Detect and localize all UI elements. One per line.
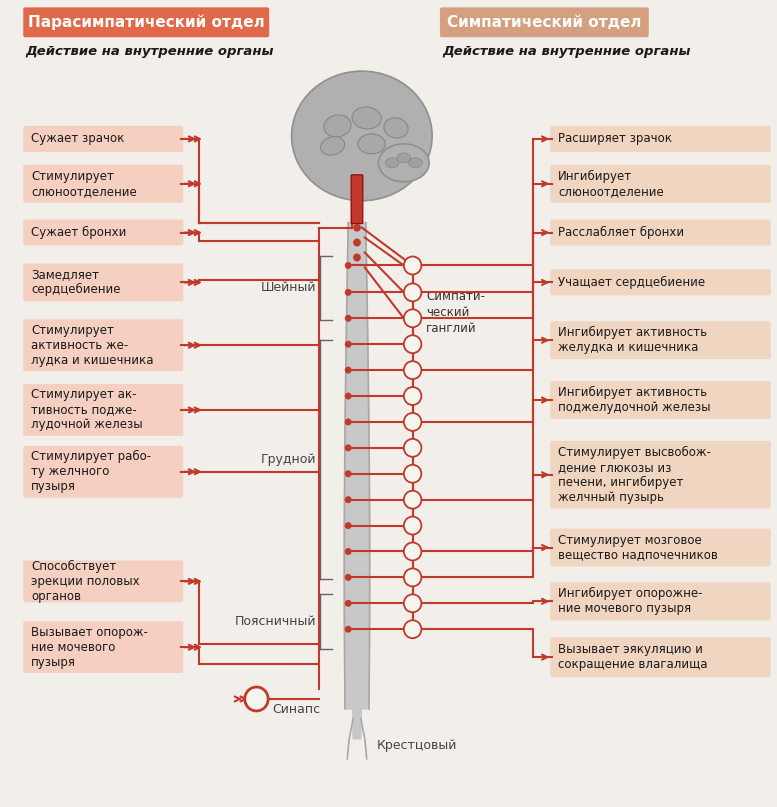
Circle shape (404, 516, 421, 534)
Circle shape (404, 542, 421, 560)
Text: Крестцовый: Крестцовый (377, 739, 457, 752)
Circle shape (404, 621, 421, 638)
Text: Стимулирует
активность же-
лудка и кишечника: Стимулирует активность же- лудка и кишеч… (31, 324, 154, 366)
Text: Стимулирует ак-
тивность поджe-
лудочной железы: Стимулирует ак- тивность поджe- лудочной… (31, 388, 143, 432)
Circle shape (345, 341, 352, 348)
Ellipse shape (385, 158, 399, 168)
Ellipse shape (384, 118, 408, 138)
Text: Симпатический отдел: Симпатический отдел (447, 15, 642, 30)
Ellipse shape (291, 71, 432, 201)
Circle shape (404, 362, 421, 379)
Circle shape (404, 465, 421, 483)
Text: Стимулирует рабо-
ту желчного
пузыря: Стимулирует рабо- ту желчного пузыря (31, 450, 152, 493)
Circle shape (404, 283, 421, 301)
Ellipse shape (397, 153, 411, 163)
Circle shape (353, 253, 361, 261)
Text: Парасимпатический отдел: Парасимпатический отдел (28, 15, 264, 30)
Ellipse shape (358, 134, 385, 154)
Circle shape (353, 224, 361, 232)
Circle shape (345, 445, 352, 451)
FancyBboxPatch shape (550, 583, 771, 621)
Circle shape (404, 387, 421, 405)
Circle shape (345, 315, 352, 322)
Text: Действие на внутренние органы: Действие на внутренние органы (442, 45, 691, 58)
Circle shape (404, 413, 421, 431)
FancyBboxPatch shape (23, 263, 183, 301)
Text: Замедляет
сердцебиение: Замедляет сердцебиение (31, 269, 120, 296)
FancyBboxPatch shape (23, 320, 183, 371)
Circle shape (404, 491, 421, 508)
FancyBboxPatch shape (550, 638, 771, 677)
Circle shape (404, 335, 421, 353)
Text: Поясничный: Поясничный (235, 615, 316, 628)
Circle shape (245, 687, 268, 711)
FancyBboxPatch shape (550, 441, 771, 508)
FancyBboxPatch shape (23, 7, 269, 37)
Circle shape (345, 419, 352, 425)
Text: Синапс: Синапс (272, 703, 320, 716)
FancyBboxPatch shape (23, 165, 183, 203)
FancyBboxPatch shape (23, 621, 183, 673)
FancyBboxPatch shape (550, 529, 771, 567)
FancyBboxPatch shape (23, 126, 183, 152)
Circle shape (404, 439, 421, 457)
Ellipse shape (321, 136, 344, 155)
Text: Ингибирует
слюноотделение: Ингибирует слюноотделение (558, 169, 664, 198)
Circle shape (404, 257, 421, 274)
Circle shape (345, 496, 352, 503)
Text: Расширяет зрачок: Расширяет зрачок (558, 132, 672, 145)
FancyBboxPatch shape (351, 175, 363, 224)
FancyBboxPatch shape (550, 165, 771, 203)
Ellipse shape (352, 107, 382, 129)
FancyBboxPatch shape (23, 445, 183, 498)
Circle shape (404, 568, 421, 587)
Ellipse shape (409, 158, 423, 168)
Text: Стимулирует высвобож-
дение глюкозы из
печени, ингибирует
желчный пузырь: Стимулирует высвобож- дение глюкозы из п… (558, 445, 711, 504)
FancyBboxPatch shape (23, 560, 183, 602)
Circle shape (404, 594, 421, 613)
FancyBboxPatch shape (550, 321, 771, 359)
FancyBboxPatch shape (23, 220, 183, 245)
Text: Действие на внутренние органы: Действие на внутренние органы (25, 45, 274, 58)
Text: Стимулирует мозговое
вещество надпочечников: Стимулирует мозговое вещество надпочечни… (558, 533, 718, 562)
FancyBboxPatch shape (440, 7, 649, 37)
Circle shape (345, 600, 352, 607)
Circle shape (345, 289, 352, 296)
Circle shape (345, 625, 352, 633)
Text: Способствует
эрекции половых
органов: Способствует эрекции половых органов (31, 560, 140, 603)
Circle shape (345, 548, 352, 555)
Text: Расслабляет бронхи: Расслабляет бронхи (558, 226, 684, 239)
Polygon shape (351, 629, 363, 739)
FancyBboxPatch shape (550, 270, 771, 295)
Ellipse shape (378, 144, 429, 182)
Text: Грудной: Грудной (260, 454, 316, 466)
Circle shape (345, 574, 352, 581)
Text: Симпати-
ческий
ганглий: Симпати- ческий ганглий (427, 291, 486, 336)
Circle shape (345, 262, 352, 269)
Text: Ингибирует активность
желудка и кишечника: Ингибирует активность желудка и кишечник… (558, 326, 707, 354)
Circle shape (353, 239, 361, 247)
Circle shape (345, 470, 352, 477)
Text: Ингибирует активность
поджелудочной железы: Ингибирует активность поджелудочной желе… (558, 386, 710, 414)
Text: Сужает зрачок: Сужает зрачок (31, 132, 124, 145)
FancyBboxPatch shape (550, 220, 771, 245)
Text: Стимулирует
слюноотделение: Стимулирует слюноотделение (31, 169, 137, 198)
Circle shape (345, 522, 352, 529)
Circle shape (345, 392, 352, 399)
Text: Вызывает опорож-
ние мочевого
пузыря: Вызывает опорож- ние мочевого пузыря (31, 625, 148, 669)
Text: Учащает сердцебиение: Учащает сердцебиение (558, 276, 706, 289)
Text: Вызывает эякуляцию и
сокращение влагалища: Вызывает эякуляцию и сокращение влагалищ… (558, 643, 708, 671)
Text: Шейный: Шейный (260, 282, 316, 295)
FancyBboxPatch shape (550, 381, 771, 419)
Polygon shape (344, 223, 370, 709)
Text: Сужает бронхи: Сужает бронхи (31, 226, 127, 239)
Text: Ингибирует опорожне-
ние мочевого пузыря: Ингибирует опорожне- ние мочевого пузыря (558, 587, 702, 616)
Circle shape (404, 309, 421, 328)
Ellipse shape (324, 115, 351, 137)
FancyBboxPatch shape (23, 384, 183, 436)
Circle shape (345, 366, 352, 374)
FancyBboxPatch shape (550, 126, 771, 152)
